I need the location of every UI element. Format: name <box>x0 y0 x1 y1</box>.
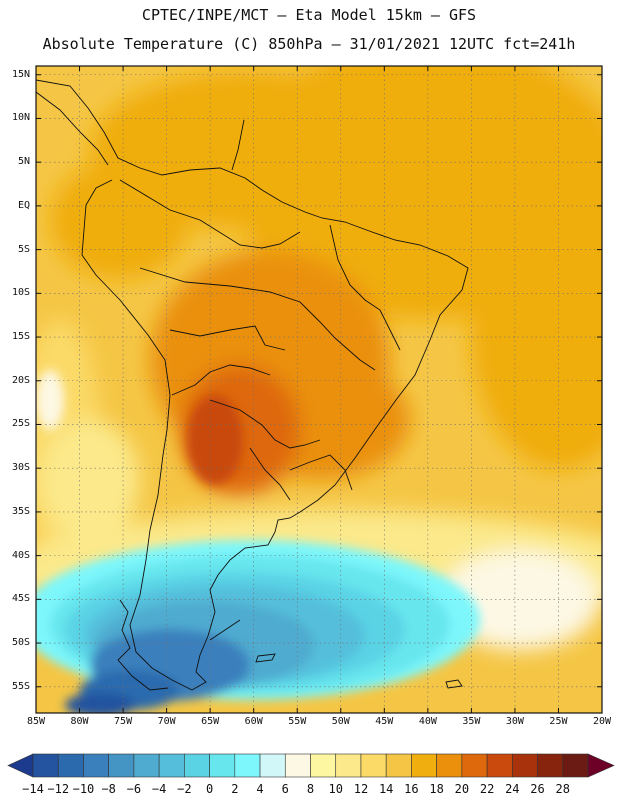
lat-label: 10S <box>11 287 30 299</box>
colorbar-label: 18 <box>429 782 444 796</box>
colorbar-cell <box>335 753 362 778</box>
lon-label: 55W <box>288 716 307 727</box>
colorbar-label: 22 <box>479 782 495 796</box>
lat-label: EQ <box>17 199 30 211</box>
lat-label: 15S <box>11 331 30 343</box>
colorbar-cell <box>234 753 261 778</box>
lon-label: 80W <box>70 716 89 727</box>
colorbar-cell <box>360 753 387 778</box>
lon-label: 65W <box>201 716 220 727</box>
colorbar-label: 6 <box>281 782 289 796</box>
lat-label: 5N <box>17 156 30 168</box>
colorbar-arrow-high <box>587 753 615 778</box>
colorbar-cell <box>436 753 463 778</box>
colorbar-cell <box>259 753 286 778</box>
lat-label: 50S <box>11 637 30 649</box>
colorbar-label: −4 <box>151 782 167 796</box>
colorbar-label: −14 <box>22 782 44 796</box>
lat-label: 20S <box>11 374 30 386</box>
colorbar-label: 16 <box>404 782 419 796</box>
colorbar-label: −6 <box>126 782 142 796</box>
lon-label: 35W <box>462 716 481 727</box>
colorbar-label: −2 <box>177 782 192 796</box>
axis-ticks <box>35 66 603 713</box>
colorbar-cell <box>537 753 564 778</box>
lat-label: 10N <box>11 112 30 124</box>
lat-label: 30S <box>11 462 30 474</box>
map-frame <box>35 65 603 714</box>
lon-label: 40W <box>418 716 437 727</box>
colorbar-cell <box>411 753 437 778</box>
colorbar-cell <box>284 753 311 778</box>
lon-label: 20W <box>592 716 612 727</box>
colorbar-cell <box>461 753 488 778</box>
colorbar-label: 2 <box>231 782 239 796</box>
colorbar-label: 12 <box>353 782 369 796</box>
lon-label: 45W <box>375 716 394 727</box>
colorbar-cell <box>83 753 109 778</box>
lat-label: 25S <box>11 418 30 430</box>
colorbar-cell <box>562 753 589 778</box>
colorbar-label: 24 <box>505 782 520 796</box>
lon-label: 60W <box>244 716 263 727</box>
colorbar-cell <box>158 753 185 778</box>
temperature-field <box>36 66 602 713</box>
colorbar-cell <box>512 753 538 778</box>
colorbar-cell <box>486 753 513 778</box>
lat-label: 15N <box>11 68 30 80</box>
colorbar-label: 28 <box>555 782 570 796</box>
colorbar-cell <box>209 753 236 778</box>
lon-label: 30W <box>505 716 524 727</box>
lat-label: 35S <box>11 505 30 517</box>
colorbar-label: 0 <box>205 782 214 796</box>
colorbar-label: −8 <box>101 782 116 796</box>
colorbar-label: 8 <box>306 782 315 796</box>
map-title-line-1: CPTEC/INPE/MCT – Eta Model 15km – GFS <box>141 6 477 24</box>
map-title-line-2: Absolute Temperature (C) 850hPa – 31/01/… <box>42 35 576 53</box>
lat-label: 5S <box>17 243 30 255</box>
colorbar-label: 4 <box>256 782 264 796</box>
lat-label: 40S <box>11 549 30 561</box>
colorbar-cell <box>184 753 210 778</box>
colorbar-cell <box>133 753 160 778</box>
lon-label: 50W <box>331 716 350 727</box>
colorbar-arrow-low <box>7 753 34 778</box>
lon-label: 70W <box>157 716 176 727</box>
colorbar-label: 20 <box>454 782 470 796</box>
colorbar-label: 26 <box>530 782 545 796</box>
colorbar-label: 14 <box>378 782 394 796</box>
colorbar-cell <box>32 753 59 778</box>
lon-label: 85W <box>26 716 46 727</box>
colorbar-cell <box>57 753 84 778</box>
lon-label: 25W <box>549 716 568 727</box>
colorbar-label: 10 <box>328 782 343 796</box>
lon-label: 75W <box>114 716 133 727</box>
lat-label: 55S <box>11 680 30 692</box>
colorbar-cell <box>310 753 337 778</box>
colorbar-cell <box>385 753 412 778</box>
colorbar-label: −10 <box>72 782 95 796</box>
colorbar-label: −12 <box>47 782 70 796</box>
coastlines <box>36 79 469 691</box>
colorbar-cell <box>108 753 135 778</box>
lat-label: 45S <box>11 593 30 605</box>
